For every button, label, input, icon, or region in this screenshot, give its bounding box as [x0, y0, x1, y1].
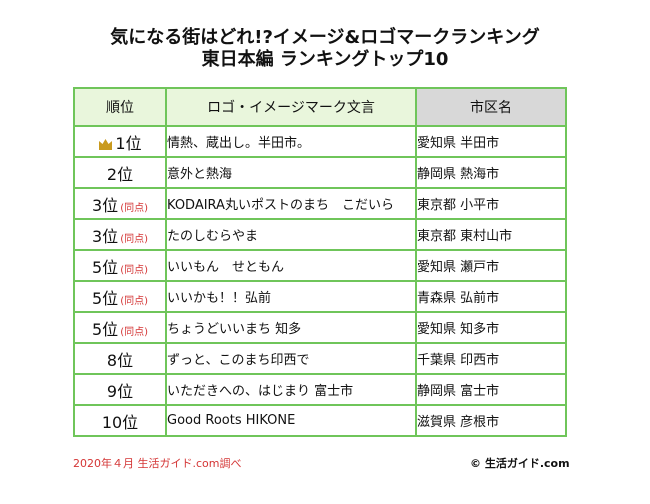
header-city: 市区名 — [415, 87, 567, 127]
table-row: 2位 意外と熱海 静岡県 熱海市 — [73, 156, 567, 189]
phrase-cell: 情熱、蔵出し。半田市。 — [165, 125, 417, 158]
phrase-cell: いいもん せともん — [165, 249, 417, 282]
city-cell: 愛知県 知多市 — [415, 311, 567, 344]
city-cell: 東京都 小平市 — [415, 187, 567, 220]
rank-number: 5位 — [92, 257, 119, 277]
rank-cell: 2位 — [73, 156, 167, 189]
rank-number: 9位 — [106, 381, 134, 401]
tie-label: (同点) — [120, 202, 148, 214]
phrase-cell: ずっと、このまち印西で — [165, 342, 417, 375]
copyright-note: © 生活ガイド.com — [470, 457, 570, 470]
header-phrase: ロゴ・イメージマーク文言 — [165, 87, 417, 127]
phrase-cell: いいかも！！弘前 — [165, 280, 417, 313]
phrase-cell: ちょうどいいまち 知多 — [165, 311, 417, 344]
phrase-cell: たのしむらやま — [165, 218, 417, 251]
city-cell: 静岡県 富士市 — [415, 373, 567, 406]
rank-cell: 5位 (同点) — [73, 249, 167, 282]
rank-cell: 1位 — [73, 125, 167, 158]
table-row: 3位 (同点) たのしむらやま 東京都 東村山市 — [73, 218, 567, 251]
rank-cell: 10位 — [73, 404, 167, 437]
phrase-cell: 意外と熱海 — [165, 156, 417, 189]
table-row: 5位 (同点) ちょうどいいまち 知多 愛知県 知多市 — [73, 311, 567, 344]
table-row: 8位 ずっと、このまち印西で 千葉県 印西市 — [73, 342, 567, 375]
tie-label: (同点) — [120, 326, 148, 338]
city-cell: 滋賀県 彦根市 — [415, 404, 567, 437]
rank-cell: 3位 (同点) — [73, 187, 167, 220]
table-row: 5位 (同点) いいかも！！弘前 青森県 弘前市 — [73, 280, 567, 313]
city-cell: 千葉県 印西市 — [415, 342, 567, 375]
phrase-cell: いただきへの、はじまり 富士市 — [165, 373, 417, 406]
rank-cell: 5位 (同点) — [73, 280, 167, 313]
city-cell: 愛知県 瀬戸市 — [415, 249, 567, 282]
tie-label: (同点) — [120, 264, 148, 276]
phrase-cell: Good Roots HIKONE — [165, 404, 417, 437]
tie-label: (同点) — [120, 233, 148, 245]
header-rank: 順位 — [73, 87, 167, 127]
rank-number: 1位 — [115, 133, 142, 153]
phrase-cell: KODAIRA丸いポストのまち こだいら — [165, 187, 417, 220]
rank-cell: 3位 (同点) — [73, 218, 167, 251]
rank-number: 3位 — [92, 226, 119, 246]
table-row: 1位 情熱、蔵出し。半田市。 愛知県 半田市 — [73, 125, 567, 158]
city-cell: 東京都 東村山市 — [415, 218, 567, 251]
rank-number: 3位 — [92, 195, 119, 215]
table-row: 9位 いただきへの、はじまり 富士市 静岡県 富士市 — [73, 373, 567, 406]
rank-number: 2位 — [106, 164, 134, 184]
rank-number: 5位 — [92, 288, 119, 308]
city-cell: 静岡県 熱海市 — [415, 156, 567, 189]
rank-number: 5位 — [92, 319, 119, 339]
table-row: 5位 (同点) いいもん せともん 愛知県 瀬戸市 — [73, 249, 567, 282]
rank-number: 10位 — [101, 412, 139, 432]
rank-cell: 9位 — [73, 373, 167, 406]
rank-cell: 8位 — [73, 342, 167, 375]
source-note: 2020年４月 生活ガイド.com調べ — [73, 457, 242, 470]
ranking-table: 順位 ロゴ・イメージマーク文言 市区名 1位 情熱、蔵出し。半田市。 愛知県 半… — [73, 87, 567, 437]
crown-icon — [99, 138, 113, 150]
tie-label: (同点) — [120, 295, 148, 307]
chart-title: 気になる街はどれ!?イメージ&ロゴマークランキング — [110, 27, 540, 48]
table-row: 3位 (同点) KODAIRA丸いポストのまち こだいら 東京都 小平市 — [73, 187, 567, 220]
rank-cell: 5位 (同点) — [73, 311, 167, 344]
chart-subtitle: 東日本編 ランキングトップ10 — [201, 49, 449, 70]
table-header-row: 順位 ロゴ・イメージマーク文言 市区名 — [73, 87, 567, 127]
city-cell: 愛知県 半田市 — [415, 125, 567, 158]
table-row: 10位 Good Roots HIKONE 滋賀県 彦根市 — [73, 404, 567, 437]
rank-number: 8位 — [106, 350, 134, 370]
city-cell: 青森県 弘前市 — [415, 280, 567, 313]
